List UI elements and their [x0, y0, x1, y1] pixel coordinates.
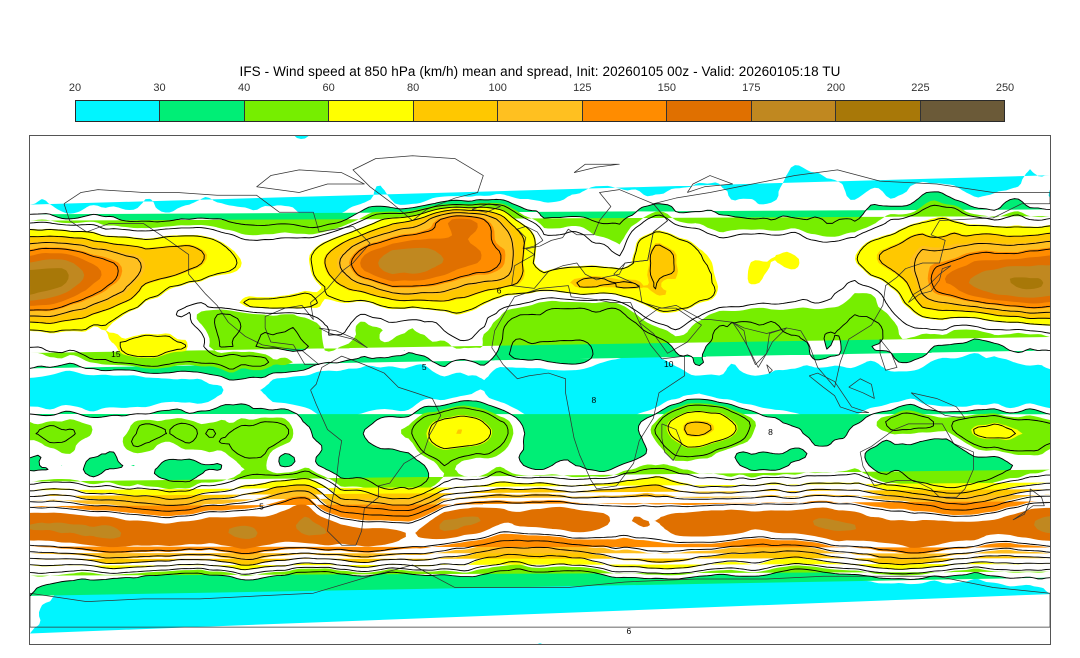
coastline: [661, 423, 682, 461]
colorbar-tick-200: 200: [826, 82, 846, 94]
spread-contour-45: [30, 203, 1050, 575]
wind-speed-fill-layer: [30, 136, 1050, 644]
coastline: [516, 225, 544, 250]
wind-band-60-80: [30, 206, 1050, 571]
contour-label: 5: [259, 502, 264, 512]
colorbar-tick-100: 100: [488, 82, 507, 94]
colorbar-tick-labels: 20 30 40 60 80 100 125 150 175 200 225 250: [69, 82, 1014, 98]
colorbar-tick-225: 225: [911, 82, 930, 94]
coastline: [310, 355, 442, 546]
spread-contour-layer: [30, 191, 1050, 597]
contour-label: 5: [422, 362, 427, 372]
contour-label: 6: [626, 626, 631, 636]
wind-band-80-100: [30, 209, 1050, 566]
colorbar-segment-200-225: [836, 101, 921, 121]
colorbar-segment-60-80: [329, 101, 414, 121]
coastline: [63, 189, 371, 365]
coastline: [318, 327, 368, 349]
coastline: [1012, 488, 1045, 521]
coastline: [732, 321, 787, 365]
coastline: [511, 189, 668, 289]
contour-label: 8: [768, 427, 773, 437]
coastline: [859, 423, 974, 498]
contour-label: 15: [111, 349, 121, 359]
colorbar-tick-80: 80: [407, 82, 420, 94]
coastline: [30, 564, 1050, 628]
coastline: [471, 203, 501, 213]
colorbar-strip: [75, 100, 1005, 122]
coastline: [766, 364, 773, 374]
colorbar-tick-125: 125: [573, 82, 592, 94]
colorbar-tick-60: 60: [322, 82, 335, 94]
colorbar-tick-20: 20: [68, 82, 82, 94]
colorbar-segment-150-175: [667, 101, 752, 121]
colorbar-segment-100-125: [498, 101, 583, 121]
coastline: [491, 285, 685, 490]
page-title: IFS - Wind speed at 850 hPa (km/h) mean …: [239, 64, 841, 79]
colorbar-segment-225-250: [920, 101, 1004, 121]
coastline: [613, 169, 1050, 388]
colorbar-segment-40-60: [244, 101, 330, 121]
spread-contour-62: [30, 206, 1050, 571]
colorbar-segment-20-30: [76, 101, 161, 121]
wind-band-20-30: [30, 136, 1050, 644]
coastline: [256, 169, 365, 193]
coastline: [352, 155, 484, 221]
coastline-layer: [30, 155, 1050, 628]
coastline: [573, 163, 620, 174]
contour-label: 6: [497, 285, 502, 295]
colorbar-tick-40: 40: [237, 82, 251, 94]
colorbar-segment-80-100: [413, 101, 499, 121]
colorbar-segment-125-150: [582, 101, 668, 121]
colorbar-tick-30: 30: [153, 82, 166, 94]
colorbar-tick-250: 250: [995, 82, 1015, 94]
colorbar-segment-175-200: [751, 101, 837, 121]
colorbar-tick-150: 150: [657, 82, 676, 94]
spread-contour-105: [30, 212, 1050, 561]
contour-label: 8: [592, 395, 597, 405]
spread-contour-82: [30, 209, 1050, 566]
coastline: [808, 372, 870, 413]
wind-band-100-125: [30, 212, 1050, 561]
colorbar-segment-30-40: [160, 101, 245, 121]
coastline: [908, 265, 952, 303]
coastline: [848, 378, 875, 399]
contour-label: 10: [664, 359, 674, 369]
colorbar: 20 30 40 60 80 100 125 150 175 200 225 250: [69, 82, 1014, 122]
colorbar-tick-175: 175: [742, 82, 761, 94]
map-field-svg: 5 6 8 10 15 5 6 8: [30, 136, 1050, 644]
spread-contour-130: [30, 215, 1050, 555]
spread-contour-30: [30, 191, 1050, 597]
contour-label-layer: 5 6 8 10 15 5 6 8: [111, 285, 773, 636]
coastline: [687, 175, 733, 193]
